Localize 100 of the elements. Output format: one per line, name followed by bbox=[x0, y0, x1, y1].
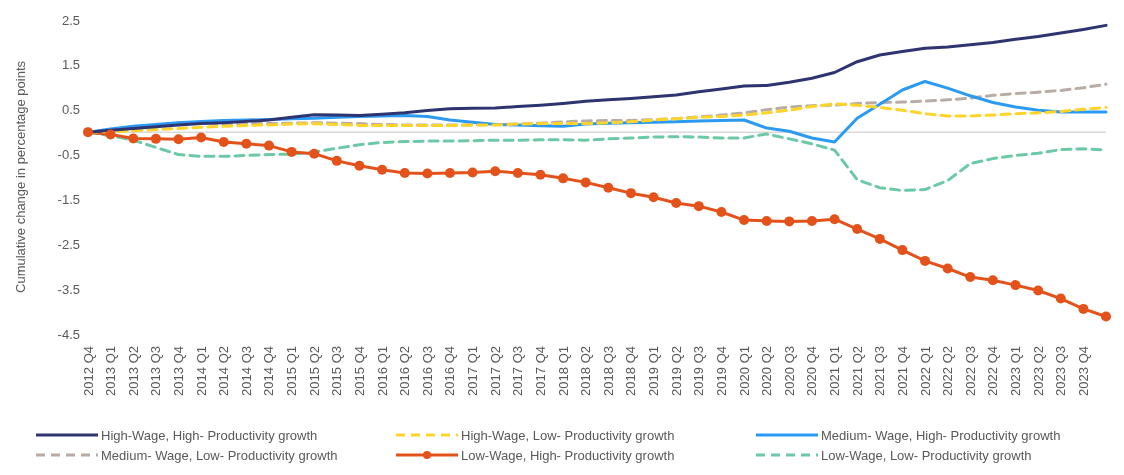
x-tick-label: 2017 Q1 bbox=[465, 346, 481, 396]
x-tick-label: 2022 Q3 bbox=[962, 346, 978, 396]
x-tick-label: 2021 Q4 bbox=[894, 346, 910, 396]
x-tick-label: 2023 Q1 bbox=[1008, 346, 1024, 396]
x-tick-label: 2022 Q2 bbox=[940, 346, 956, 396]
point bbox=[196, 132, 207, 143]
legend-label: Medium- Wage, Low- Productivity growth bbox=[101, 447, 338, 463]
point bbox=[241, 138, 252, 149]
x-tick-label: 2015 Q1 bbox=[284, 346, 300, 396]
point bbox=[173, 134, 184, 145]
x-tick-label: 2016 Q4 bbox=[442, 346, 458, 396]
point bbox=[942, 263, 953, 274]
x-tick-label: 2012 Q4 bbox=[80, 346, 96, 396]
x-tick-label: 2015 Q2 bbox=[306, 346, 322, 396]
y-axis-title: Cumulative change in percentage points bbox=[12, 60, 28, 293]
point bbox=[716, 206, 727, 217]
x-tick-label: 2014 Q4 bbox=[261, 346, 277, 396]
point bbox=[829, 214, 840, 225]
x-tick-label: 2013 Q3 bbox=[148, 346, 164, 396]
point bbox=[806, 215, 817, 226]
point bbox=[897, 245, 908, 256]
point bbox=[490, 166, 501, 177]
x-tick-label: 2020 Q3 bbox=[781, 346, 797, 396]
legend-label: High-Wage, High- Productivity growth bbox=[101, 427, 318, 443]
x-tick-label: 2023 Q4 bbox=[1075, 346, 1091, 396]
x-tick-label: 2013 Q1 bbox=[103, 346, 119, 396]
point bbox=[1101, 311, 1111, 322]
point bbox=[128, 133, 139, 144]
point bbox=[105, 129, 116, 140]
x-tick-label: 2020 Q4 bbox=[804, 346, 820, 396]
point bbox=[693, 201, 704, 212]
legend-label: Low-Wage, High- Productivity growth bbox=[461, 447, 675, 463]
x-tick-label: 2016 Q2 bbox=[397, 346, 413, 396]
point bbox=[580, 177, 591, 188]
x-tick-label: 2017 Q2 bbox=[487, 346, 503, 396]
x-tick-label: 2017 Q3 bbox=[510, 346, 526, 396]
x-tick-label: 2022 Q4 bbox=[985, 346, 1001, 396]
point bbox=[1055, 293, 1066, 304]
x-tick-label: 2016 Q1 bbox=[374, 346, 390, 396]
y-tick-label: 0.5 bbox=[61, 102, 80, 118]
x-tick-label: 2014 Q3 bbox=[238, 346, 254, 396]
x-tick-label: 2014 Q2 bbox=[216, 346, 232, 396]
x-tick-label: 2021 Q3 bbox=[872, 346, 888, 396]
x-tick-label: 2018 Q4 bbox=[623, 346, 639, 396]
point bbox=[354, 160, 365, 171]
x-tick-label: 2019 Q3 bbox=[691, 346, 707, 396]
x-tick-label: 2018 Q1 bbox=[555, 346, 571, 396]
point bbox=[603, 182, 614, 193]
point bbox=[512, 167, 523, 178]
point bbox=[874, 233, 885, 244]
point bbox=[286, 146, 297, 157]
point bbox=[535, 169, 546, 180]
point bbox=[331, 155, 342, 166]
x-tick-label: 2020 Q1 bbox=[736, 346, 752, 396]
point bbox=[648, 192, 659, 203]
x-tick-label: 2023 Q3 bbox=[1053, 346, 1069, 396]
x-tick-label: 2021 Q1 bbox=[827, 346, 843, 396]
y-tick-label: -4.5 bbox=[57, 326, 80, 342]
legend-label: High-Wage, Low- Productivity growth bbox=[461, 427, 675, 443]
x-tick-label: 2021 Q2 bbox=[849, 346, 865, 396]
x-tick-label: 2013 Q4 bbox=[170, 346, 186, 396]
point bbox=[852, 224, 863, 235]
x-tick-label: 2023 Q2 bbox=[1030, 346, 1046, 396]
point bbox=[422, 168, 433, 179]
x-tick-label: 2019 Q4 bbox=[713, 346, 729, 396]
x-tick-label: 2018 Q3 bbox=[600, 346, 616, 396]
y-tick-label: -3.5 bbox=[57, 281, 80, 297]
y-tick-label: 1.5 bbox=[61, 57, 80, 73]
point bbox=[1078, 303, 1089, 314]
x-tick-label: 2015 Q4 bbox=[351, 346, 367, 396]
point bbox=[399, 167, 410, 178]
point bbox=[1010, 280, 1021, 291]
x-tick-label: 2015 Q3 bbox=[329, 346, 345, 396]
x-tick-label: 2017 Q4 bbox=[532, 346, 548, 396]
point bbox=[671, 198, 682, 209]
y-tick-label: -0.5 bbox=[57, 147, 80, 163]
point bbox=[558, 173, 569, 184]
point bbox=[625, 188, 636, 199]
point bbox=[761, 215, 772, 226]
point bbox=[467, 167, 478, 178]
x-tick-label: 2019 Q2 bbox=[668, 346, 684, 396]
legend-label: Medium- Wage, High- Productivity growth bbox=[821, 427, 1061, 443]
x-tick-label: 2018 Q2 bbox=[578, 346, 594, 396]
y-tick-label: -1.5 bbox=[57, 192, 80, 208]
point bbox=[150, 133, 161, 144]
x-tick-label: 2013 Q2 bbox=[125, 346, 141, 396]
point bbox=[83, 127, 93, 138]
point bbox=[377, 164, 388, 175]
y-tick-label: 2.5 bbox=[61, 12, 80, 28]
point bbox=[218, 137, 229, 148]
x-tick-label: 2014 Q1 bbox=[193, 346, 209, 396]
point bbox=[263, 140, 274, 151]
point bbox=[965, 272, 976, 283]
point bbox=[309, 148, 320, 159]
x-tick-label: 2022 Q1 bbox=[917, 346, 933, 396]
y-tick-label: -2.5 bbox=[57, 236, 80, 252]
point bbox=[987, 275, 998, 286]
point bbox=[739, 215, 750, 226]
legend-label: Low-Wage, Low- Productivity growth bbox=[821, 447, 1032, 463]
x-tick-label: 2020 Q2 bbox=[759, 346, 775, 396]
